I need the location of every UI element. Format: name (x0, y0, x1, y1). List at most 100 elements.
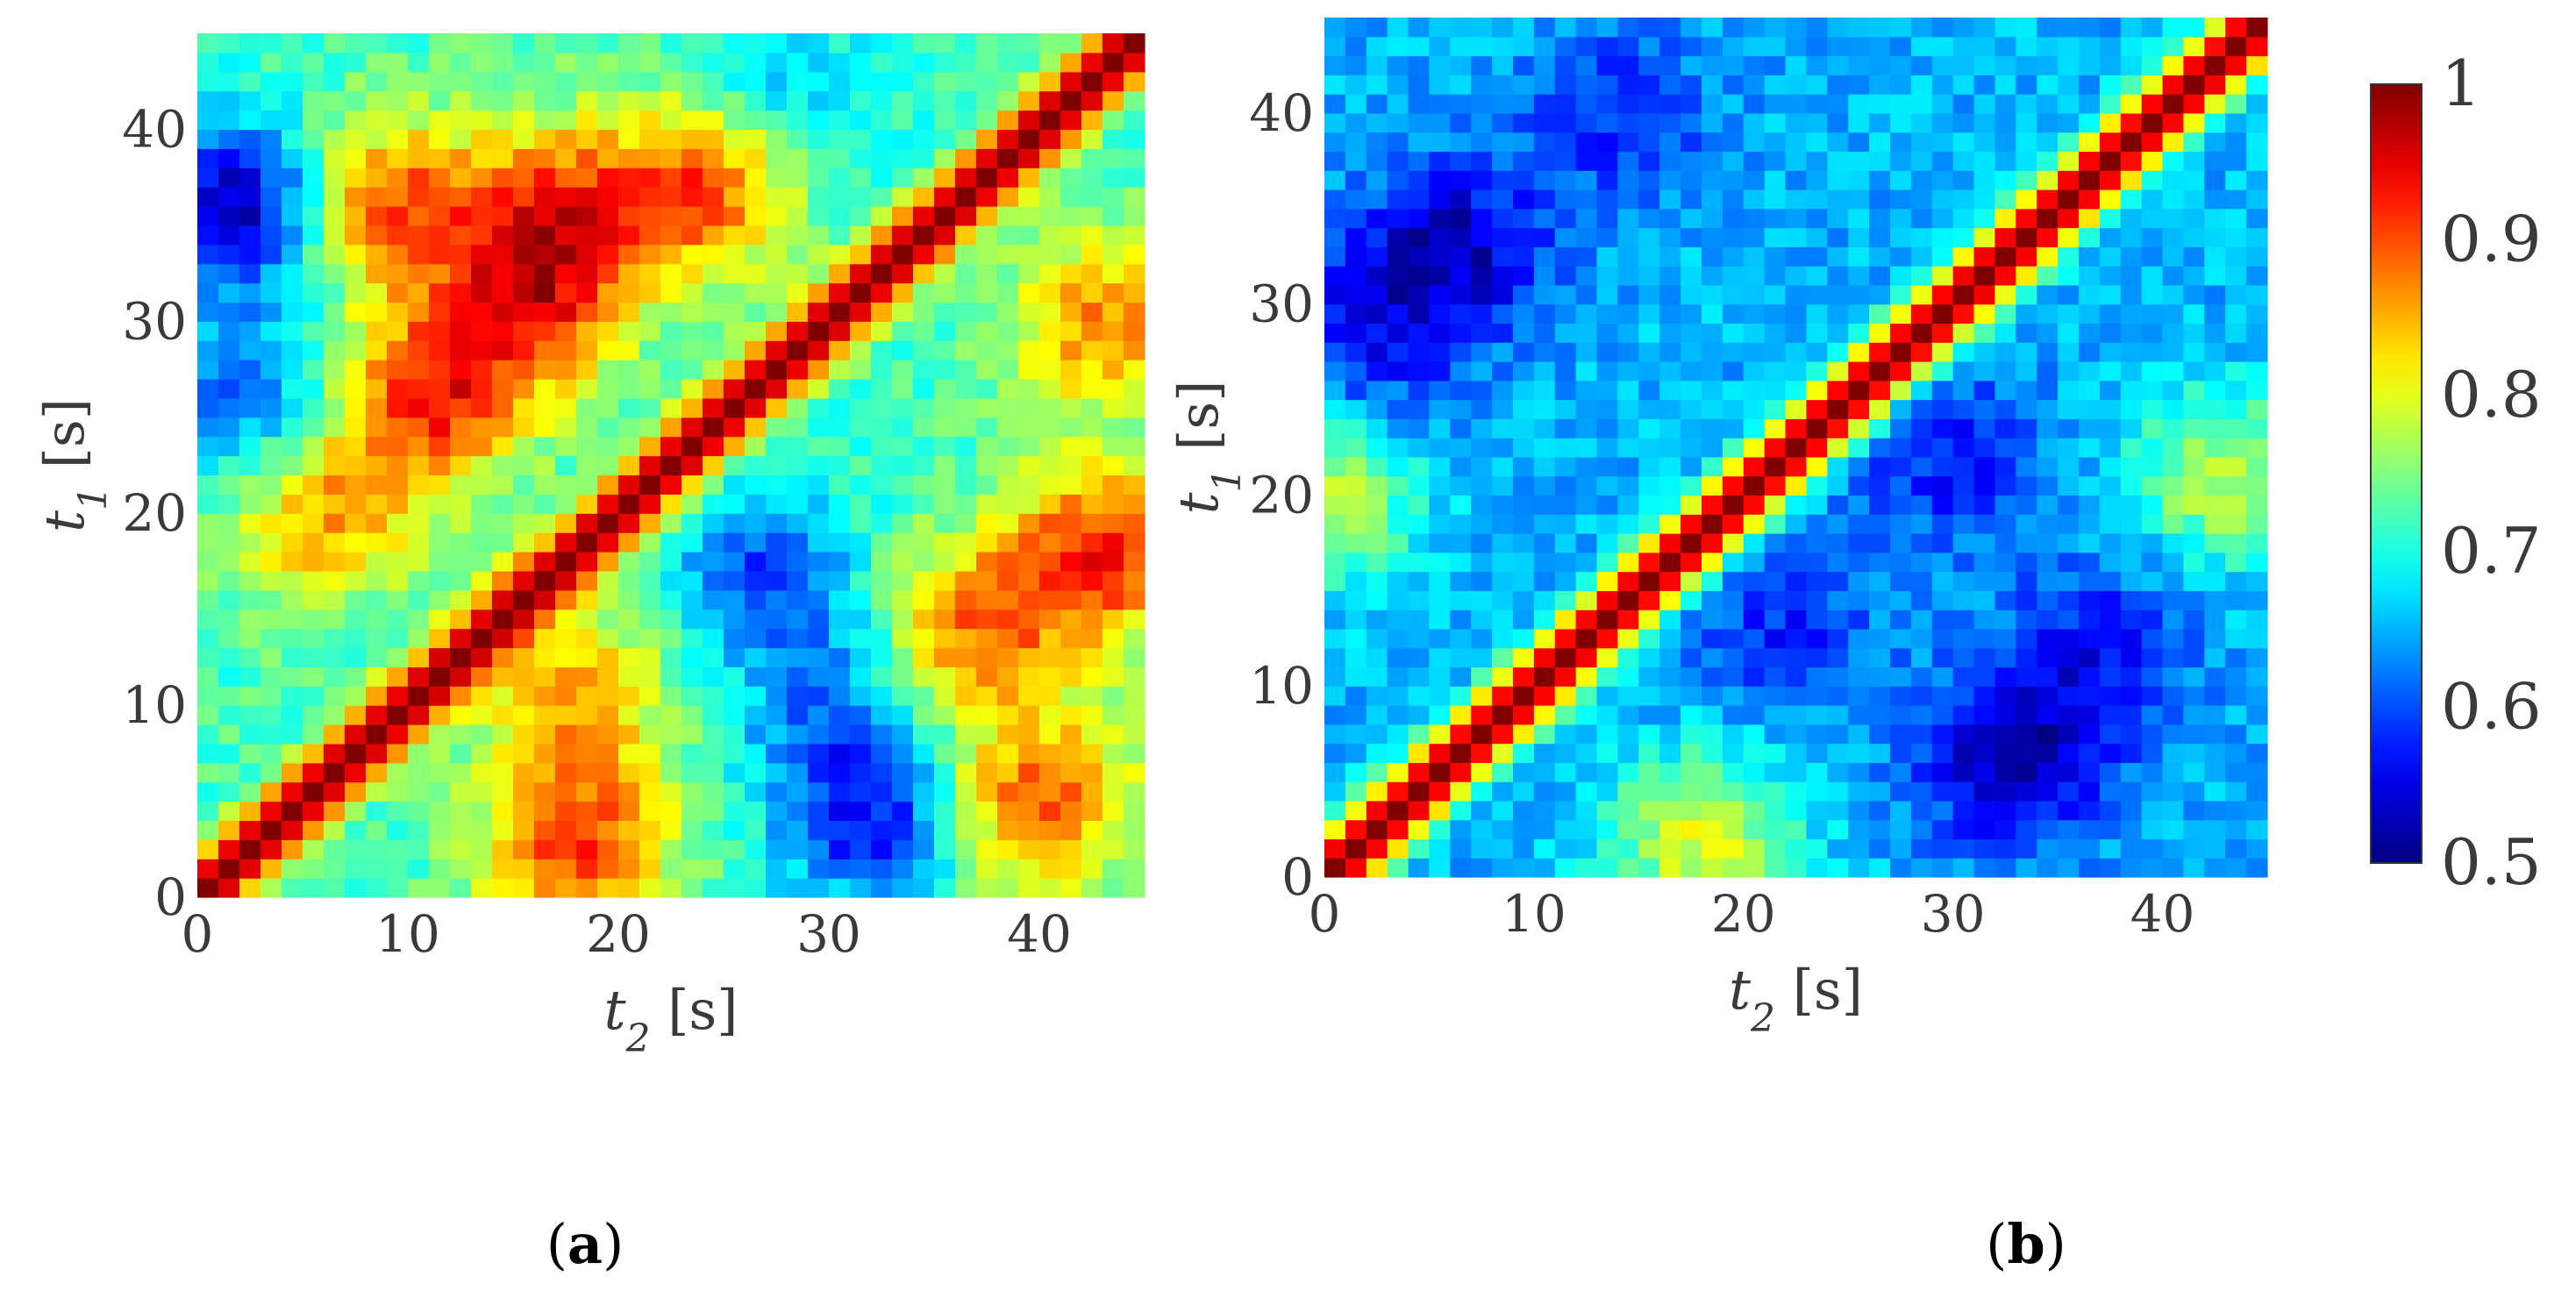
heatmap-cell (1952, 227, 1975, 247)
heatmap-cell (618, 33, 640, 53)
heatmap-cell (1513, 705, 1535, 725)
heatmap-cell (2204, 94, 2226, 114)
heatmap-cell (1018, 263, 1040, 284)
heatmap-cell (1102, 820, 1124, 840)
heatmap-cell (1060, 724, 1082, 745)
heatmap-cell (1554, 571, 1577, 591)
heatmap-cell (1785, 284, 1808, 305)
heatmap-cell (450, 705, 472, 725)
heatmap-cell (492, 552, 514, 572)
heatmap-cell (829, 513, 851, 533)
heatmap-cell (408, 647, 430, 667)
heatmap-cell (324, 762, 346, 783)
heatmap-cell (1659, 647, 1681, 668)
heatmap-cell (471, 532, 493, 553)
heatmap-cell (1039, 686, 1061, 706)
heatmap-cell (1785, 647, 1808, 668)
heatmap-cell (1513, 724, 1535, 745)
heatmap-cell (681, 187, 703, 207)
heatmap-cell (1910, 628, 1933, 649)
heatmap-cell (345, 244, 367, 265)
heatmap-cell (1659, 571, 1681, 591)
heatmap-cell (745, 417, 767, 438)
heatmap-cell (1575, 399, 1598, 419)
heatmap-cell (1785, 75, 1808, 95)
heatmap-cell (1806, 743, 1828, 763)
heatmap-cell (218, 187, 240, 207)
heatmap-cell (1387, 590, 1409, 610)
heatmap-cell (1617, 189, 1639, 210)
heatmap-cell (850, 282, 872, 303)
heatmap-cell (1450, 800, 1472, 821)
heatmap-cell (2037, 590, 2059, 610)
heatmap-cell (1931, 227, 1954, 247)
heatmap-cell (324, 667, 346, 687)
heatmap-cell (2162, 800, 2185, 821)
heatmap-cell (2246, 303, 2268, 324)
heatmap-cell (282, 168, 303, 188)
heatmap-cell (2162, 284, 2185, 305)
heatmap-cell (1931, 724, 1954, 745)
heatmap-cell (1973, 94, 1996, 114)
heatmap-cell (1124, 762, 1145, 783)
heatmap-cell (2016, 858, 2037, 878)
heatmap-cell (766, 71, 788, 92)
heatmap-cell (1973, 514, 1996, 534)
heatmap-cell (681, 340, 703, 360)
heatmap-cell (1722, 743, 1745, 763)
heatmap-cell (1743, 724, 1766, 745)
heatmap-cell (1638, 590, 1660, 610)
heatmap-cell (1060, 302, 1082, 322)
heatmap-cell (2120, 667, 2143, 687)
heatmap-cell (1806, 800, 1828, 821)
heatmap-cell (1492, 571, 1514, 591)
heatmap-cell (639, 781, 661, 802)
heatmap-cell (660, 187, 682, 207)
heatmap-cell (1408, 170, 1431, 190)
heatmap-cell (913, 820, 935, 840)
heatmap-cell (429, 781, 451, 802)
heatmap-cell (1869, 94, 1891, 114)
heatmap-cell (724, 513, 746, 533)
heatmap-cell (429, 71, 451, 92)
heatmap-cell (745, 762, 767, 783)
heatmap-cell (1848, 323, 1870, 343)
heatmap-cell (260, 360, 282, 380)
heatmap-cell (513, 705, 535, 725)
colorbar-gradient (2370, 83, 2423, 864)
heatmap-cell (576, 589, 598, 610)
heatmap-cell (1513, 475, 1535, 496)
heatmap-cell (324, 705, 346, 725)
heatmap-cell (1081, 743, 1103, 764)
heatmap-cell (2058, 284, 2080, 305)
heatmap-cell (997, 33, 1019, 53)
heatmap-cell (2246, 475, 2268, 496)
heatmap-cell (282, 820, 303, 840)
heatmap-cell (2058, 858, 2080, 878)
heatmap-cell (1345, 686, 1367, 706)
heatmap-cell (787, 417, 809, 438)
heatmap-cell (2079, 132, 2101, 153)
heatmap-cell (1513, 800, 1535, 821)
heatmap-cell (1973, 112, 1996, 133)
heatmap-cell (1617, 132, 1639, 153)
heatmap-cell (1743, 610, 1766, 630)
heatmap-cell (1617, 438, 1639, 458)
heatmap-cell (1554, 266, 1577, 286)
heatmap-cell (997, 71, 1019, 92)
heatmap-cell (2141, 284, 2164, 305)
heatmap-cell (871, 71, 893, 92)
heatmap-cell (1764, 399, 1787, 419)
heatmap-cell (1324, 399, 1346, 419)
heatmap-cell (829, 302, 851, 322)
heatmap-cell (1952, 18, 1975, 38)
heatmap-cell (218, 743, 240, 764)
heatmap-cell (1785, 94, 1808, 114)
heatmap-cell (1638, 571, 1660, 591)
heatmap-cell (2162, 112, 2185, 133)
heatmap-cell (871, 379, 893, 399)
heatmap-cell (976, 110, 998, 131)
heatmap-cell (282, 148, 303, 168)
heatmap-cell (408, 321, 430, 341)
heatmap-cell (1617, 284, 1639, 305)
